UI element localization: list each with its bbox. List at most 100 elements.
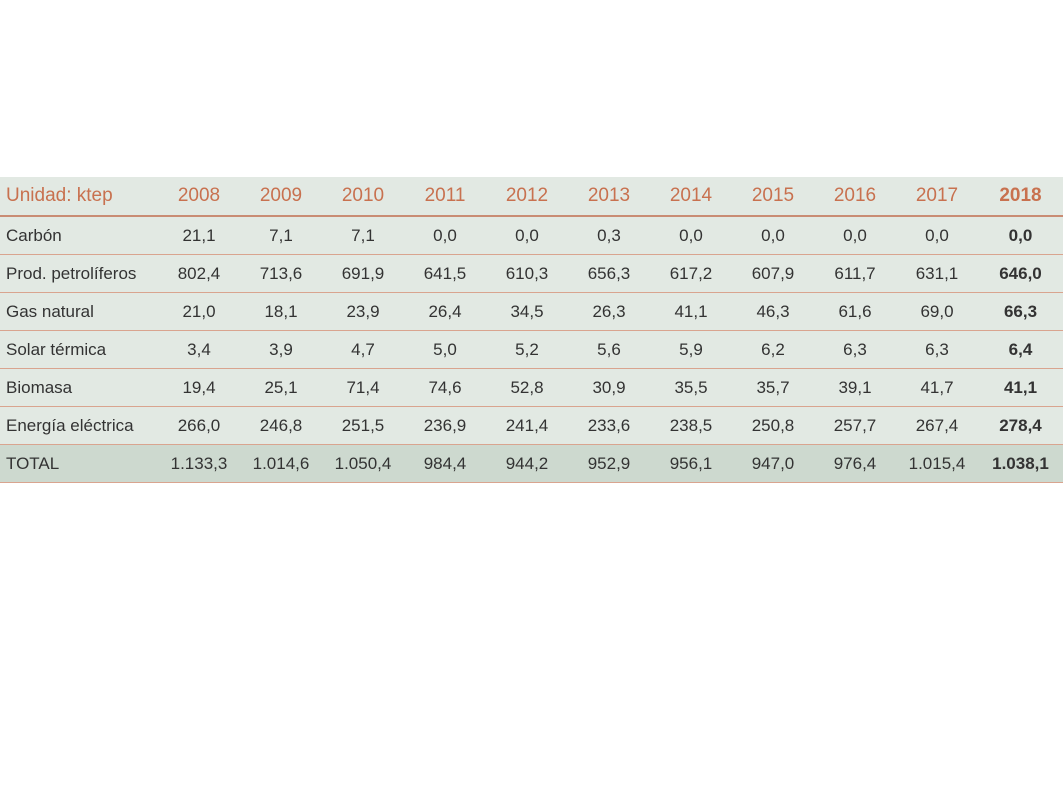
value-cell-2009: 246,8 bbox=[240, 406, 322, 445]
value-cell-2011: 26,4 bbox=[404, 292, 486, 331]
value-cell-2012: 944,2 bbox=[486, 444, 568, 483]
table-row: Gas natural 21,0 18,1 23,9 26,4 34,5 26,3 41,1 4… bbox=[0, 292, 1063, 331]
value-cell-2013: 5,6 bbox=[568, 330, 650, 369]
value-cell-2009: 713,6 bbox=[240, 254, 322, 293]
value-cell-2014: 0,0 bbox=[650, 216, 732, 255]
total-row: TOTAL 1.133,3 1.014,6 1.050,4 984,4 944,2 952,… bbox=[0, 444, 1063, 483]
value-cell-2017: 6,3 bbox=[896, 330, 978, 369]
value-cell-2018: 646,0 bbox=[978, 254, 1063, 293]
value-cell-2014: 5,9 bbox=[650, 330, 732, 369]
value-cell-2010: 71,4 bbox=[322, 368, 404, 407]
table-header: Unidad: ktep 2008 2009 2010 2011 2012 2013 201… bbox=[0, 177, 1063, 217]
value-cell-2017: 631,1 bbox=[896, 254, 978, 293]
value-cell-2013: 233,6 bbox=[568, 406, 650, 445]
value-cell-2008: 266,0 bbox=[158, 406, 240, 445]
value-cell-2012: 34,5 bbox=[486, 292, 568, 331]
value-cell-2018: 66,3 bbox=[978, 292, 1063, 331]
table-row: Solar térmica 3,4 3,9 4,7 5,0 5,2 5,6 5,9 6,2 6,3… bbox=[0, 330, 1063, 369]
value-cell-2009: 7,1 bbox=[240, 216, 322, 255]
value-cell-2018: 41,1 bbox=[978, 368, 1063, 407]
value-cell-2018: 1.038,1 bbox=[978, 444, 1063, 483]
table-row: Carbón 21,1 7,1 7,1 0,0 0,0 0,3 0,0 0,0 0,0 0,0 0,0 bbox=[0, 216, 1063, 255]
row-label: Gas natural bbox=[0, 292, 158, 331]
value-cell-2014: 238,5 bbox=[650, 406, 732, 445]
value-cell-2016: 6,3 bbox=[814, 330, 896, 369]
header-row: Unidad: ktep 2008 2009 2010 2011 2012 2013 201… bbox=[0, 177, 1063, 217]
value-cell-2010: 7,1 bbox=[322, 216, 404, 255]
value-cell-2016: 39,1 bbox=[814, 368, 896, 407]
value-cell-2014: 41,1 bbox=[650, 292, 732, 331]
value-cell-2012: 5,2 bbox=[486, 330, 568, 369]
value-cell-2010: 23,9 bbox=[322, 292, 404, 331]
value-cell-2016: 0,0 bbox=[814, 216, 896, 255]
year-header-2016: 2016 bbox=[814, 177, 896, 217]
value-cell-2010: 1.050,4 bbox=[322, 444, 404, 483]
row-label: Prod. petrolíferos bbox=[0, 254, 158, 293]
value-cell-2009: 25,1 bbox=[240, 368, 322, 407]
value-cell-2015: 46,3 bbox=[732, 292, 814, 331]
value-cell-2015: 6,2 bbox=[732, 330, 814, 369]
value-cell-2016: 611,7 bbox=[814, 254, 896, 293]
value-cell-2011: 984,4 bbox=[404, 444, 486, 483]
value-cell-2017: 0,0 bbox=[896, 216, 978, 255]
value-cell-2018: 278,4 bbox=[978, 406, 1063, 445]
unit-label: Unidad: ktep bbox=[0, 177, 158, 217]
value-cell-2008: 21,0 bbox=[158, 292, 240, 331]
value-cell-2011: 74,6 bbox=[404, 368, 486, 407]
year-header-2013: 2013 bbox=[568, 177, 650, 217]
value-cell-2015: 0,0 bbox=[732, 216, 814, 255]
row-label: TOTAL bbox=[0, 444, 158, 483]
year-header-2018: 2018 bbox=[978, 177, 1063, 217]
value-cell-2018: 0,0 bbox=[978, 216, 1063, 255]
value-cell-2008: 21,1 bbox=[158, 216, 240, 255]
value-cell-2012: 610,3 bbox=[486, 254, 568, 293]
value-cell-2012: 0,0 bbox=[486, 216, 568, 255]
row-label: Carbón bbox=[0, 216, 158, 255]
value-cell-2008: 1.133,3 bbox=[158, 444, 240, 483]
year-header-2008: 2008 bbox=[158, 177, 240, 217]
value-cell-2013: 30,9 bbox=[568, 368, 650, 407]
value-cell-2008: 19,4 bbox=[158, 368, 240, 407]
year-header-2014: 2014 bbox=[650, 177, 732, 217]
row-label: Solar térmica bbox=[0, 330, 158, 369]
value-cell-2011: 236,9 bbox=[404, 406, 486, 445]
table-row: Prod. petrolíferos 802,4 713,6 691,9 641,5 61… bbox=[0, 254, 1063, 293]
year-header-2011: 2011 bbox=[404, 177, 486, 217]
value-cell-2017: 1.015,4 bbox=[896, 444, 978, 483]
year-header-2017: 2017 bbox=[896, 177, 978, 217]
year-header-2009: 2009 bbox=[240, 177, 322, 217]
value-cell-2015: 607,9 bbox=[732, 254, 814, 293]
value-cell-2015: 250,8 bbox=[732, 406, 814, 445]
value-cell-2009: 18,1 bbox=[240, 292, 322, 331]
value-cell-2011: 641,5 bbox=[404, 254, 486, 293]
year-header-2012: 2012 bbox=[486, 177, 568, 217]
table-body: Carbón 21,1 7,1 7,1 0,0 0,0 0,3 0,0 0,0 0,0 0,0 0,0… bbox=[0, 216, 1063, 483]
value-cell-2017: 41,7 bbox=[896, 368, 978, 407]
row-label: Biomasa bbox=[0, 368, 158, 407]
value-cell-2013: 952,9 bbox=[568, 444, 650, 483]
year-header-2010: 2010 bbox=[322, 177, 404, 217]
value-cell-2010: 691,9 bbox=[322, 254, 404, 293]
value-cell-2018: 6,4 bbox=[978, 330, 1063, 369]
value-cell-2010: 251,5 bbox=[322, 406, 404, 445]
value-cell-2008: 802,4 bbox=[158, 254, 240, 293]
value-cell-2013: 656,3 bbox=[568, 254, 650, 293]
value-cell-2016: 976,4 bbox=[814, 444, 896, 483]
value-cell-2012: 52,8 bbox=[486, 368, 568, 407]
value-cell-2013: 0,3 bbox=[568, 216, 650, 255]
value-cell-2009: 3,9 bbox=[240, 330, 322, 369]
value-cell-2014: 617,2 bbox=[650, 254, 732, 293]
value-cell-2017: 69,0 bbox=[896, 292, 978, 331]
value-cell-2015: 35,7 bbox=[732, 368, 814, 407]
value-cell-2013: 26,3 bbox=[568, 292, 650, 331]
value-cell-2009: 1.014,6 bbox=[240, 444, 322, 483]
value-cell-2017: 267,4 bbox=[896, 406, 978, 445]
value-cell-2015: 947,0 bbox=[732, 444, 814, 483]
value-cell-2014: 35,5 bbox=[650, 368, 732, 407]
value-cell-2011: 0,0 bbox=[404, 216, 486, 255]
value-cell-2012: 241,4 bbox=[486, 406, 568, 445]
value-cell-2014: 956,1 bbox=[650, 444, 732, 483]
table-row: Energía eléctrica 266,0 246,8 251,5 236,9 241… bbox=[0, 406, 1063, 445]
value-cell-2008: 3,4 bbox=[158, 330, 240, 369]
value-cell-2011: 5,0 bbox=[404, 330, 486, 369]
